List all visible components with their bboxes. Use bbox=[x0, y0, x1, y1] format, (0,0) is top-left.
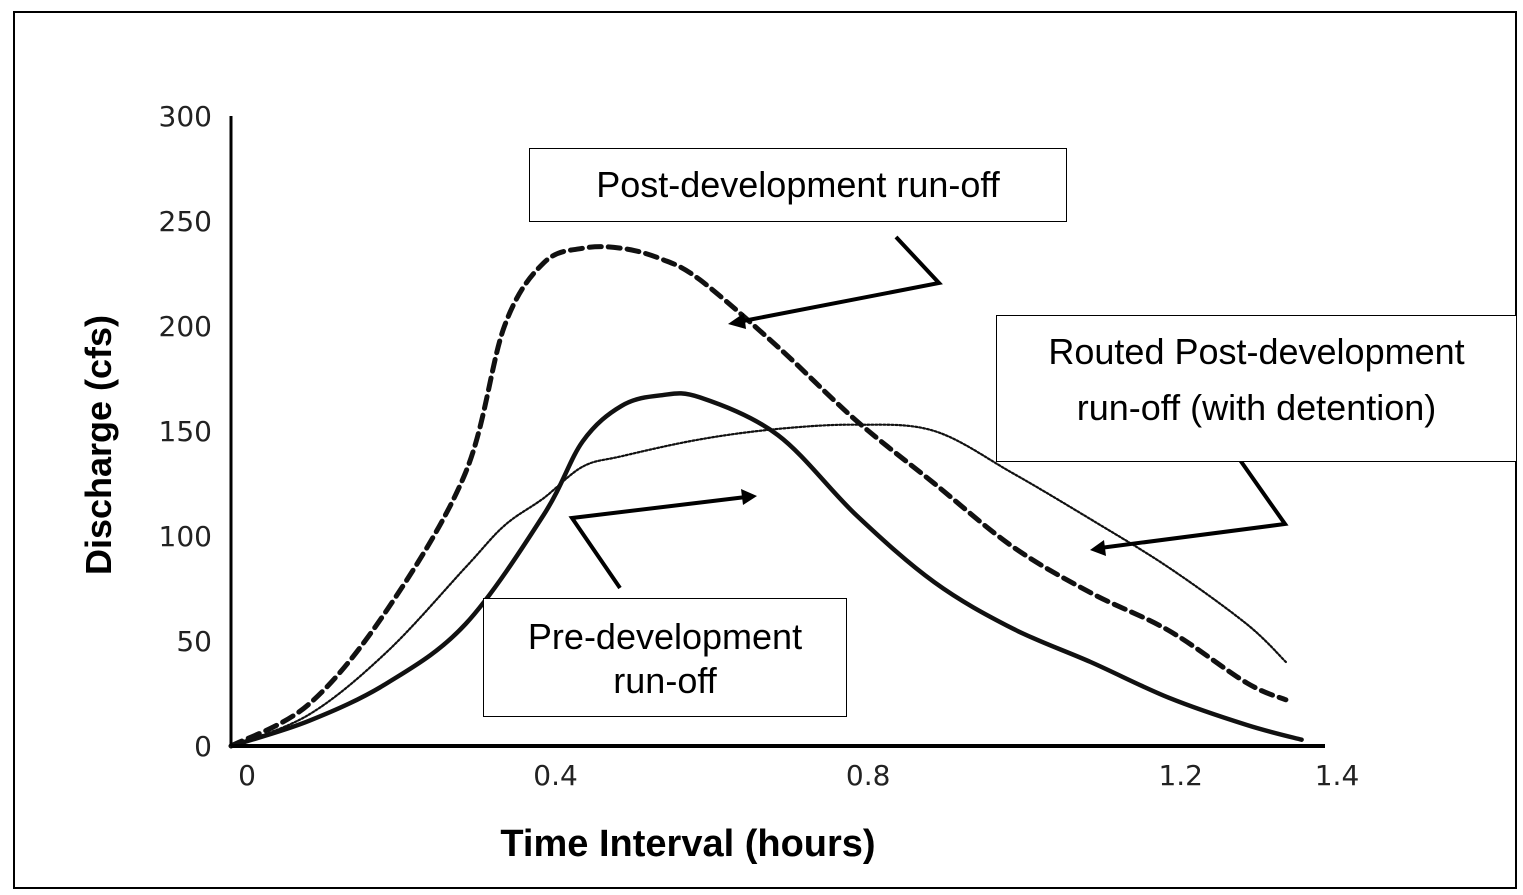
post-development-line bbox=[228, 244, 1289, 749]
y-tick-labels: 0 50 100 150 200 250 300 bbox=[159, 100, 212, 763]
y-tick-label: 0 bbox=[194, 730, 212, 763]
annotation-routed-post-development: Routed Post-development run-off (with de… bbox=[996, 315, 1517, 462]
arrow-post bbox=[737, 235, 943, 324]
y-tick-label: 50 bbox=[176, 625, 212, 658]
arrow-pre-head bbox=[741, 489, 757, 505]
y-tick-label: 300 bbox=[159, 100, 212, 133]
annotation-routed-line-2: run-off (with detention) bbox=[1076, 387, 1437, 428]
arrow-pre bbox=[568, 495, 747, 590]
arrow-post-head bbox=[728, 313, 746, 329]
y-tick-label: 100 bbox=[159, 520, 212, 553]
pre-development-line bbox=[228, 391, 1304, 749]
y-tick-label: 250 bbox=[159, 205, 212, 238]
x-tick-label: 1.2 bbox=[1158, 759, 1203, 792]
x-tick-label: 0 bbox=[238, 759, 256, 792]
annotation-pre-line-1: Pre-development bbox=[527, 616, 803, 657]
annotation-post-development: Post-development run-off bbox=[529, 148, 1067, 222]
plot-lines bbox=[228, 244, 1304, 749]
x-tick-label: 0.8 bbox=[846, 759, 891, 792]
y-tick-label: 150 bbox=[159, 415, 212, 448]
annotation-pre-line-2: run-off bbox=[613, 660, 717, 701]
x-axis-label: Time Interval (hours) bbox=[500, 823, 875, 865]
x-tick-label: 1.4 bbox=[1315, 759, 1360, 792]
annotation-pre-development: Pre-development run-off bbox=[483, 598, 847, 717]
routed-post-development-line bbox=[229, 423, 1287, 748]
annotation-routed-line-1: Routed Post-development bbox=[1048, 331, 1465, 372]
x-tick-labels: 0 0.4 0.8 1.2 1.4 bbox=[238, 759, 1359, 792]
annotation-post-line-1: Post-development run-off bbox=[596, 164, 1000, 205]
x-tick-label: 0.4 bbox=[533, 759, 578, 792]
arrow-routed bbox=[1099, 458, 1289, 550]
annotation-arrows bbox=[568, 235, 1289, 590]
y-axis-label: Discharge (cfs) bbox=[78, 315, 119, 575]
arrow-routed-head bbox=[1090, 540, 1106, 556]
y-tick-label: 200 bbox=[159, 310, 212, 343]
